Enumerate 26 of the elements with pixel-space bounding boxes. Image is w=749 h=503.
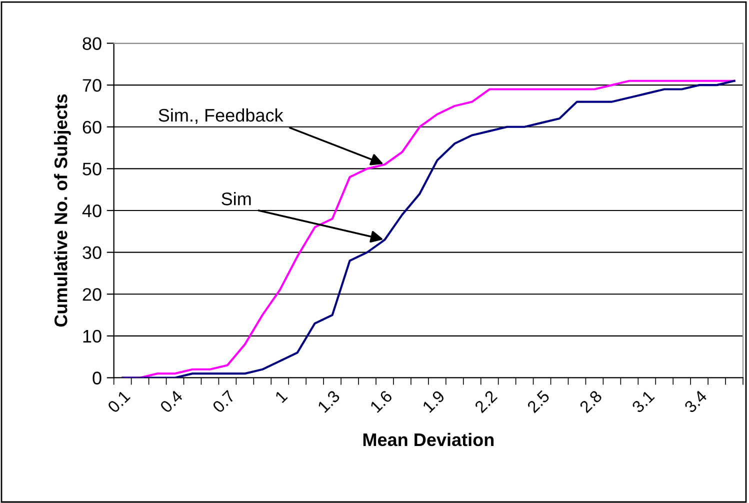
- x-tick-label: 0.7: [212, 390, 236, 414]
- y-tick-label: 80: [82, 37, 102, 50]
- x-tick-label: 2.2: [474, 390, 498, 414]
- x-axis-title: Mean Deviation: [363, 432, 494, 446]
- x-tick-label: 1.9: [422, 390, 446, 414]
- x-tick-label: 1.6: [370, 390, 393, 414]
- x-tick-label: 1.3: [317, 390, 340, 414]
- line-series: [122, 80, 736, 378]
- y-tick-label: 0: [92, 372, 102, 384]
- x-tick-label: 1: [274, 390, 288, 404]
- y-axis-title: Cumulative No. of Subjects: [54, 94, 71, 327]
- y-tick-label: 50: [82, 162, 102, 176]
- x-tick-label: 3.4: [684, 390, 708, 414]
- x-tick-label: 0.1: [106, 390, 131, 414]
- y-tick-label: 20: [82, 288, 102, 301]
- y-tick-label: 40: [82, 204, 102, 218]
- y-tick-label: 30: [82, 246, 102, 260]
- x-tick-label: 2.5: [526, 390, 550, 414]
- y-tick-label: 60: [82, 120, 102, 134]
- x-tick-label: 3.1: [631, 390, 655, 414]
- x-tick-label: 0.4: [159, 390, 184, 414]
- x-tick-label: 2.8: [578, 390, 603, 414]
- annotation: Sim: [222, 192, 251, 206]
- annotation: Sim., Feedback: [158, 108, 284, 124]
- y-tick-label: 70: [82, 79, 102, 92]
- y-tick-label: 10: [83, 330, 102, 343]
